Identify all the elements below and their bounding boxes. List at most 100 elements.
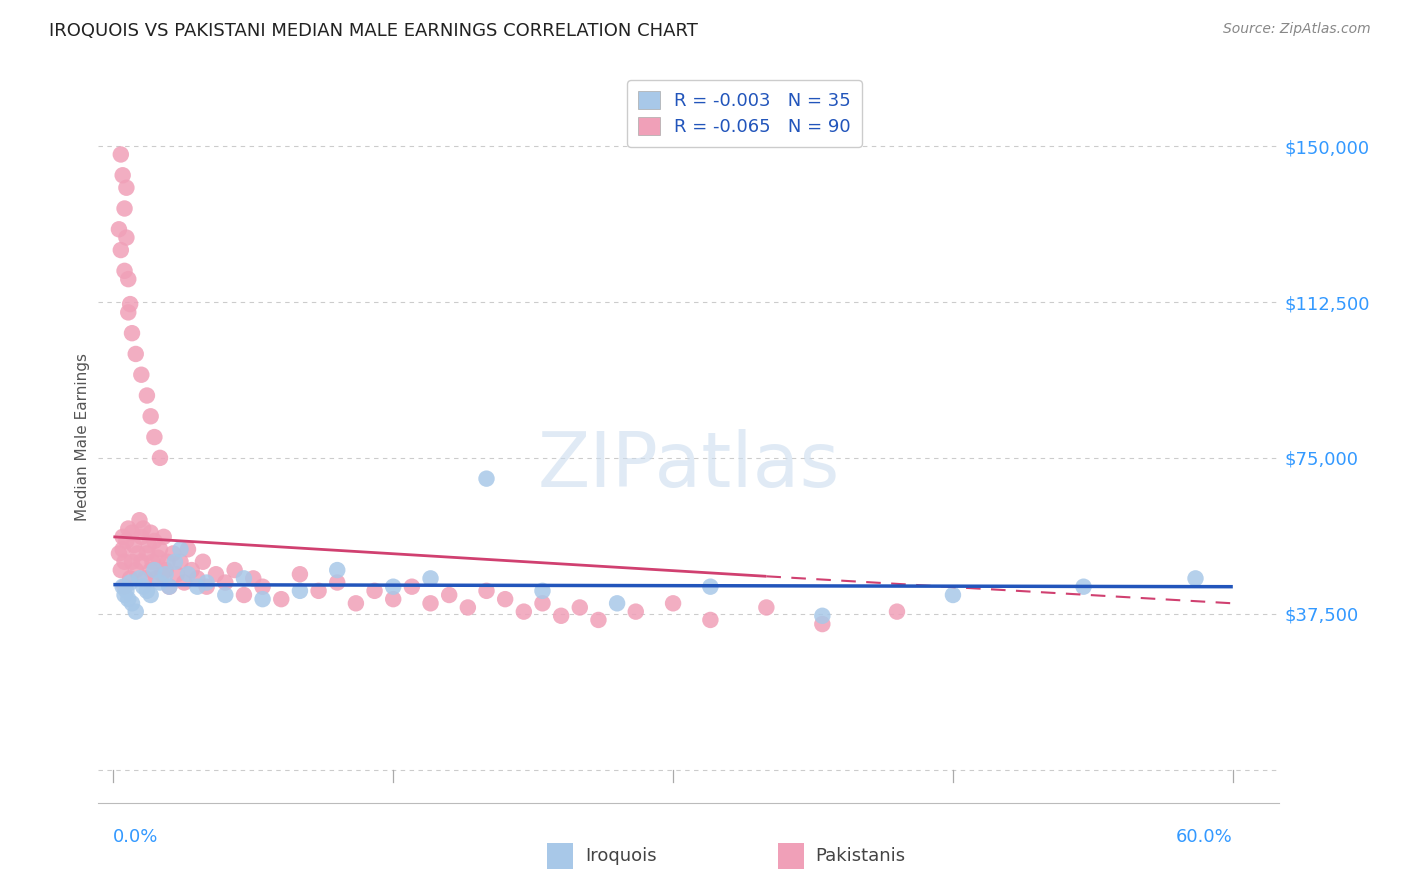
Point bbox=[111, 542, 134, 557]
Point bbox=[108, 546, 131, 560]
Point bbox=[128, 571, 150, 585]
Point bbox=[437, 588, 460, 602]
Point bbox=[224, 563, 246, 577]
Point bbox=[195, 580, 218, 594]
Point bbox=[166, 567, 188, 582]
Point bbox=[252, 580, 274, 594]
Point bbox=[382, 592, 405, 607]
Point bbox=[214, 588, 236, 602]
Point bbox=[115, 230, 138, 244]
Point bbox=[755, 600, 778, 615]
Point bbox=[149, 575, 172, 590]
Point bbox=[143, 533, 166, 548]
Point bbox=[120, 297, 142, 311]
Point bbox=[132, 521, 155, 535]
Point bbox=[139, 525, 162, 540]
Point bbox=[139, 588, 162, 602]
Point bbox=[121, 525, 143, 540]
Point bbox=[138, 538, 160, 552]
Legend: R = -0.003   N = 35, R = -0.065   N = 90: R = -0.003 N = 35, R = -0.065 N = 90 bbox=[627, 80, 862, 147]
Point bbox=[141, 555, 163, 569]
Text: 60.0%: 60.0% bbox=[1175, 828, 1233, 846]
Point bbox=[624, 605, 647, 619]
Point bbox=[699, 580, 721, 594]
Point bbox=[125, 605, 148, 619]
Point bbox=[114, 202, 136, 216]
Point bbox=[162, 546, 184, 560]
Point bbox=[811, 617, 834, 632]
Point bbox=[146, 550, 169, 565]
Point bbox=[699, 613, 721, 627]
Point bbox=[886, 605, 908, 619]
Point bbox=[143, 430, 166, 444]
Point bbox=[145, 571, 167, 585]
Point bbox=[163, 555, 186, 569]
Point bbox=[606, 596, 628, 610]
Point bbox=[139, 409, 162, 424]
Point bbox=[568, 600, 591, 615]
Point bbox=[128, 513, 150, 527]
Point bbox=[419, 571, 441, 585]
Point bbox=[157, 580, 180, 594]
Text: Source: ZipAtlas.com: Source: ZipAtlas.com bbox=[1223, 22, 1371, 37]
Point bbox=[115, 583, 138, 598]
Point bbox=[308, 583, 330, 598]
Point bbox=[120, 571, 142, 585]
Point bbox=[114, 264, 136, 278]
Point bbox=[1184, 571, 1206, 585]
Point bbox=[363, 583, 385, 598]
Point bbox=[513, 605, 536, 619]
Point bbox=[242, 571, 264, 585]
Point bbox=[108, 222, 131, 236]
Point bbox=[131, 368, 153, 382]
Point bbox=[288, 583, 311, 598]
Point bbox=[155, 567, 177, 582]
Point bbox=[127, 546, 149, 560]
Point bbox=[114, 588, 136, 602]
Point bbox=[115, 180, 138, 194]
Point bbox=[117, 592, 139, 607]
Point bbox=[169, 555, 191, 569]
Point bbox=[186, 571, 208, 585]
Point bbox=[177, 567, 200, 582]
Point bbox=[117, 521, 139, 535]
Point bbox=[233, 571, 256, 585]
Point bbox=[180, 563, 202, 577]
Point bbox=[811, 608, 834, 623]
Point bbox=[150, 567, 173, 582]
Point bbox=[110, 243, 132, 257]
Point bbox=[186, 580, 208, 594]
Point bbox=[177, 542, 200, 557]
Point bbox=[111, 580, 134, 594]
Point bbox=[288, 567, 311, 582]
FancyBboxPatch shape bbox=[778, 843, 803, 869]
Point bbox=[401, 580, 423, 594]
Point bbox=[121, 596, 143, 610]
Point bbox=[326, 563, 349, 577]
Point bbox=[205, 567, 228, 582]
Text: IROQUOIS VS PAKISTANI MEDIAN MALE EARNINGS CORRELATION CHART: IROQUOIS VS PAKISTANI MEDIAN MALE EARNIN… bbox=[49, 22, 699, 40]
Point bbox=[152, 530, 174, 544]
Point bbox=[155, 563, 177, 577]
Point bbox=[326, 575, 349, 590]
Point bbox=[588, 613, 610, 627]
Point bbox=[494, 592, 516, 607]
Point bbox=[195, 575, 218, 590]
Point bbox=[121, 555, 143, 569]
Point bbox=[111, 168, 134, 182]
Point bbox=[157, 580, 180, 594]
Text: Iroquois: Iroquois bbox=[585, 847, 657, 865]
Point bbox=[143, 563, 166, 577]
Point bbox=[662, 596, 685, 610]
Text: Pakistanis: Pakistanis bbox=[815, 847, 905, 865]
Point bbox=[531, 596, 554, 610]
Point bbox=[120, 575, 142, 590]
Point bbox=[1073, 580, 1095, 594]
Point bbox=[121, 326, 143, 341]
Point bbox=[169, 542, 191, 557]
Point bbox=[475, 583, 498, 598]
Point bbox=[111, 530, 134, 544]
Point bbox=[382, 580, 405, 594]
Point bbox=[149, 450, 172, 465]
Point bbox=[252, 592, 274, 607]
